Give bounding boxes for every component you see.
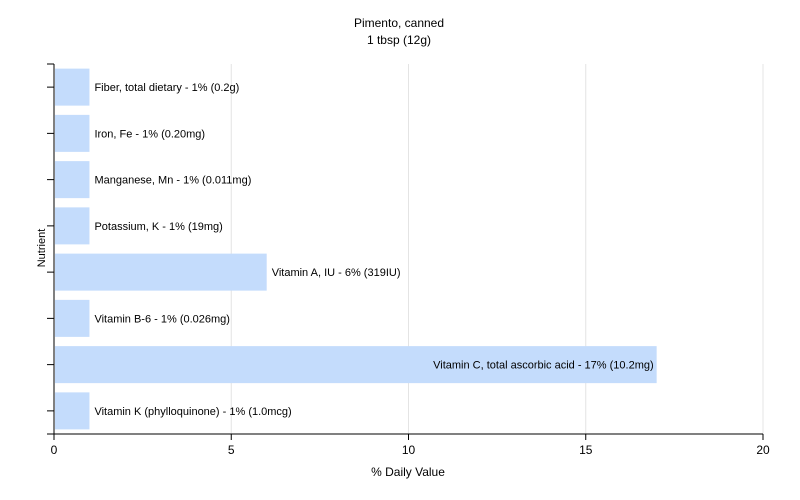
bar-label: Manganese, Mn - 1% (0.011mg) [94, 175, 251, 187]
bar [55, 253, 267, 291]
bar [55, 207, 90, 245]
bar [55, 392, 90, 430]
x-tick-label: 15 [579, 443, 593, 457]
chart-title: Pimento, canned [354, 16, 444, 30]
bar [55, 299, 90, 337]
chart-subtitle: 1 tbsp (12g) [367, 33, 431, 47]
x-tick-label: 5 [228, 443, 235, 457]
bars: Fiber, total dietary - 1% (0.2g) Iron, Fe… [55, 68, 657, 430]
bar-label: Potassium, K - 1% (19mg) [94, 221, 222, 233]
x-axis-label: % Daily Value [371, 465, 445, 479]
bar [55, 68, 90, 106]
bar-label: Fiber, total dietary - 1% (0.2g) [94, 82, 239, 94]
bar-label: Vitamin K (phylloquinone) - 1% (1.0mcg) [94, 406, 291, 418]
bar [55, 114, 90, 152]
x-tick-label: 0 [51, 443, 58, 457]
bar-label: Vitamin B-6 - 1% (0.026mg) [94, 313, 230, 325]
y-axis-label: Nutrient [36, 229, 48, 268]
bar [55, 346, 657, 384]
x-tick-label: 20 [756, 443, 770, 457]
bar-label: Iron, Fe - 1% (0.20mg) [94, 128, 205, 140]
x-tick-label: 10 [402, 443, 416, 457]
bar-label: Vitamin C, total ascorbic acid - 17% (10… [433, 360, 654, 372]
bar [55, 161, 90, 199]
bar-label: Vitamin A, IU - 6% (319IU) [272, 267, 401, 279]
axes: 0 5 10 15 20 [47, 63, 770, 457]
